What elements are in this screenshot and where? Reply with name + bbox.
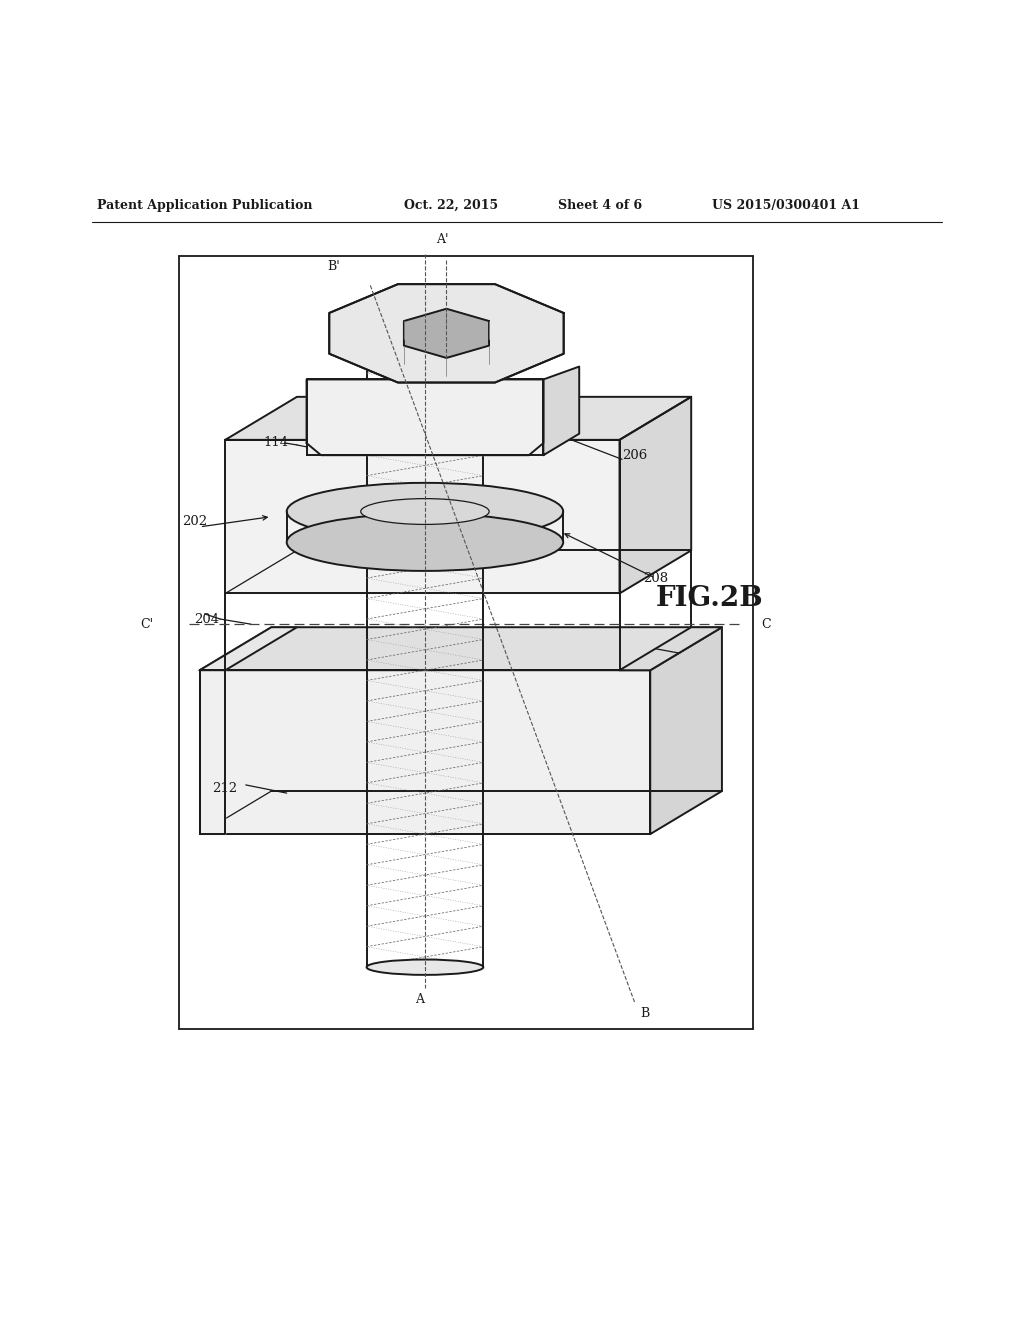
- Text: C: C: [761, 618, 770, 631]
- Polygon shape: [620, 627, 722, 671]
- Text: B': B': [328, 260, 340, 273]
- Polygon shape: [200, 671, 650, 834]
- Text: Oct. 22, 2015: Oct. 22, 2015: [404, 199, 499, 211]
- Text: C': C': [140, 618, 154, 631]
- Text: Sheet 4 of 6: Sheet 4 of 6: [558, 199, 642, 211]
- Text: 204: 204: [195, 612, 220, 626]
- Polygon shape: [620, 397, 691, 594]
- Text: 114: 114: [263, 437, 289, 449]
- Polygon shape: [306, 379, 544, 455]
- Ellipse shape: [367, 960, 483, 975]
- Text: 206: 206: [623, 449, 648, 462]
- Polygon shape: [225, 440, 620, 594]
- Text: Patent Application Publication: Patent Application Publication: [97, 199, 312, 211]
- Polygon shape: [225, 397, 691, 440]
- Text: B: B: [640, 1007, 649, 1020]
- Polygon shape: [200, 627, 297, 671]
- Text: FIG.2B: FIG.2B: [655, 585, 763, 612]
- Text: 210: 210: [346, 400, 372, 413]
- Polygon shape: [650, 627, 722, 834]
- Polygon shape: [544, 367, 580, 455]
- Polygon shape: [200, 627, 722, 671]
- Text: A': A': [436, 232, 449, 246]
- Ellipse shape: [367, 302, 483, 321]
- Polygon shape: [200, 671, 225, 834]
- Text: US 2015/0300401 A1: US 2015/0300401 A1: [712, 199, 860, 211]
- Polygon shape: [306, 379, 544, 455]
- Ellipse shape: [287, 483, 563, 540]
- Text: 208: 208: [643, 572, 669, 585]
- Polygon shape: [330, 284, 563, 383]
- Text: A: A: [415, 994, 424, 1006]
- Polygon shape: [403, 309, 489, 358]
- Text: 202: 202: [182, 515, 208, 528]
- Text: 212: 212: [212, 781, 238, 795]
- Ellipse shape: [360, 499, 489, 524]
- Polygon shape: [330, 284, 563, 383]
- Ellipse shape: [287, 513, 563, 572]
